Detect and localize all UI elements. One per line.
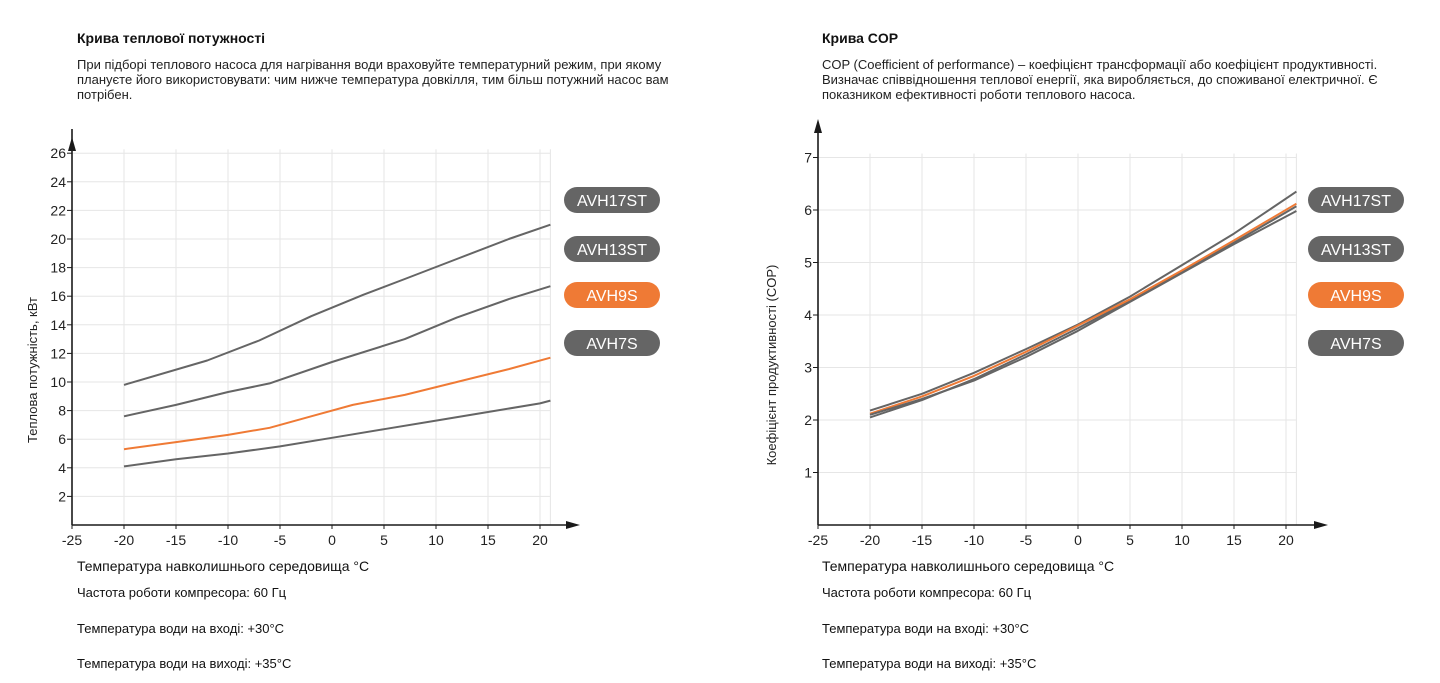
series-line-avh9s xyxy=(869,202,1297,415)
grid xyxy=(818,153,1297,525)
note-water-outlet-temp: Температура води на виході: +35°C xyxy=(822,656,1037,671)
x-tick-label: 5 xyxy=(380,532,388,548)
x-tick-label: -10 xyxy=(218,532,238,548)
x-tick-label: -25 xyxy=(62,532,82,548)
grid xyxy=(72,149,551,525)
chart-title: Крива COP xyxy=(822,30,899,46)
y-axis-label: Теплова потужність, кВт xyxy=(25,297,40,443)
legend-label: AVH9S xyxy=(586,288,637,305)
series-line-avh7s xyxy=(869,210,1297,416)
chart-title: Крива теплової потужності xyxy=(77,30,266,46)
cop-chart: 1 2 3 4 5 6 7 -25 -20 -15 -10 -5 0 5 10 15 20 Коефіцієнт … xyxy=(764,119,1404,548)
y-tick-label: 6 xyxy=(58,431,66,447)
y-tick-label: 22 xyxy=(50,202,66,218)
y-tick-label: 4 xyxy=(58,460,66,476)
x-tick-label: -15 xyxy=(912,532,932,548)
x-tick-label: -10 xyxy=(964,532,984,548)
y-tick-label: 6 xyxy=(804,202,812,218)
note-water-inlet-temp: Температура води на вході: +30°C xyxy=(822,621,1030,636)
legend-item-avh13st: AVH13ST xyxy=(564,236,660,262)
y-tick-label: 2 xyxy=(804,412,812,428)
chart-description: При підборі теплового насоса для нагріва… xyxy=(77,57,669,102)
y-axis-arrow-icon xyxy=(68,137,76,151)
y-tick-label: 7 xyxy=(804,150,812,166)
series-line-avh13st xyxy=(869,205,1297,419)
legend-pill xyxy=(1308,330,1404,356)
legend-label: AVH7S xyxy=(586,336,637,353)
y-tick-label: 14 xyxy=(50,317,66,333)
legend-pill xyxy=(1308,236,1404,262)
x-tick-label: 0 xyxy=(1074,532,1082,548)
x-axis-label: Температура навколишнього середовища °C xyxy=(822,558,1115,574)
legend-pill xyxy=(564,187,660,213)
y-tick-label: 10 xyxy=(50,374,66,390)
x-tick-label: 15 xyxy=(480,532,496,548)
y-axis-label: Коефіцієнт продуктивності (COP) xyxy=(764,265,779,466)
y-tick-label: 8 xyxy=(58,403,66,419)
series-line-avh17st xyxy=(123,223,551,386)
y-tick-label: 4 xyxy=(804,307,812,323)
x-axis-label: Температура навколишнього середовища °C xyxy=(77,558,370,574)
legend-item-avh7s: AVH7S xyxy=(1308,330,1404,356)
cop-panel: Крива COP COP (Coefficient of performanc… xyxy=(720,0,1440,683)
legend-pill xyxy=(564,282,660,308)
y-tick-label: 12 xyxy=(50,345,66,361)
legend-label: AVH13ST xyxy=(577,242,647,259)
y-tick-label: 24 xyxy=(50,174,66,190)
legend-pill xyxy=(564,330,660,356)
legend-label: AVH17ST xyxy=(577,193,647,210)
legend-pill xyxy=(564,236,660,262)
legend-label: AVH13ST xyxy=(1321,242,1391,259)
x-tick-label: -15 xyxy=(166,532,186,548)
note-water-inlet-temp: Температура води на вході: +30°C xyxy=(77,621,285,636)
y-tick-label: 1 xyxy=(804,465,812,481)
note-compressor-frequency: Частота роботи компресора: 60 Гц xyxy=(822,585,1032,600)
y-tick-label: 3 xyxy=(804,360,812,376)
y-tick-label: 16 xyxy=(50,288,66,304)
series-line-avh13st xyxy=(123,285,551,418)
legend-item-avh7s: AVH7S xyxy=(564,330,660,356)
x-tick-label: 20 xyxy=(1278,532,1294,548)
y-axis-arrow-icon xyxy=(814,119,822,133)
legend-item-avh17st: AVH17ST xyxy=(1308,187,1404,213)
y-tick-label: 2 xyxy=(58,488,66,504)
heat-output-panel: Крива теплової потужності При підборі те… xyxy=(25,30,669,671)
chart-description: COP (Coefficient of performance) – коефі… xyxy=(822,57,1378,102)
legend-item-avh13st: AVH13ST xyxy=(1308,236,1404,262)
legend-item-avh9s: AVH9S xyxy=(564,282,660,308)
x-tick-label: -5 xyxy=(1020,532,1033,548)
y-tick-label: 20 xyxy=(50,231,66,247)
legend-item-avh17st: AVH17ST xyxy=(564,187,660,213)
series-line-avh17st xyxy=(869,190,1297,412)
y-tick-label: 26 xyxy=(50,145,66,161)
y-tick-label: 5 xyxy=(804,255,812,271)
x-tick-label: 10 xyxy=(428,532,444,548)
legend-label: AVH9S xyxy=(1330,288,1381,305)
x-tick-label: -20 xyxy=(114,532,134,548)
x-tick-label: 0 xyxy=(328,532,336,548)
x-axis-arrow-icon xyxy=(1314,521,1328,529)
note-compressor-frequency: Частота роботи компресора: 60 Гц xyxy=(77,585,287,600)
legend-label: AVH17ST xyxy=(1321,193,1391,210)
x-tick-label: -5 xyxy=(274,532,287,548)
legend-label: AVH7S xyxy=(1330,336,1381,353)
series-line-avh7s xyxy=(123,399,551,468)
note-water-outlet-temp: Температура води на виході: +35°C xyxy=(77,656,292,671)
legend-item-avh9s: AVH9S xyxy=(1308,282,1404,308)
legend-pill xyxy=(1308,187,1404,213)
x-tick-label: 15 xyxy=(1226,532,1242,548)
x-tick-label: -20 xyxy=(860,532,880,548)
x-axis-arrow-icon xyxy=(566,521,580,529)
legend-pill xyxy=(1308,282,1404,308)
series-line-avh9s xyxy=(123,356,551,451)
x-tick-label: 10 xyxy=(1174,532,1190,548)
x-tick-label: 5 xyxy=(1126,532,1134,548)
x-tick-label: -25 xyxy=(808,532,828,548)
y-tick-label: 18 xyxy=(50,260,66,276)
x-tick-label: 20 xyxy=(532,532,548,548)
